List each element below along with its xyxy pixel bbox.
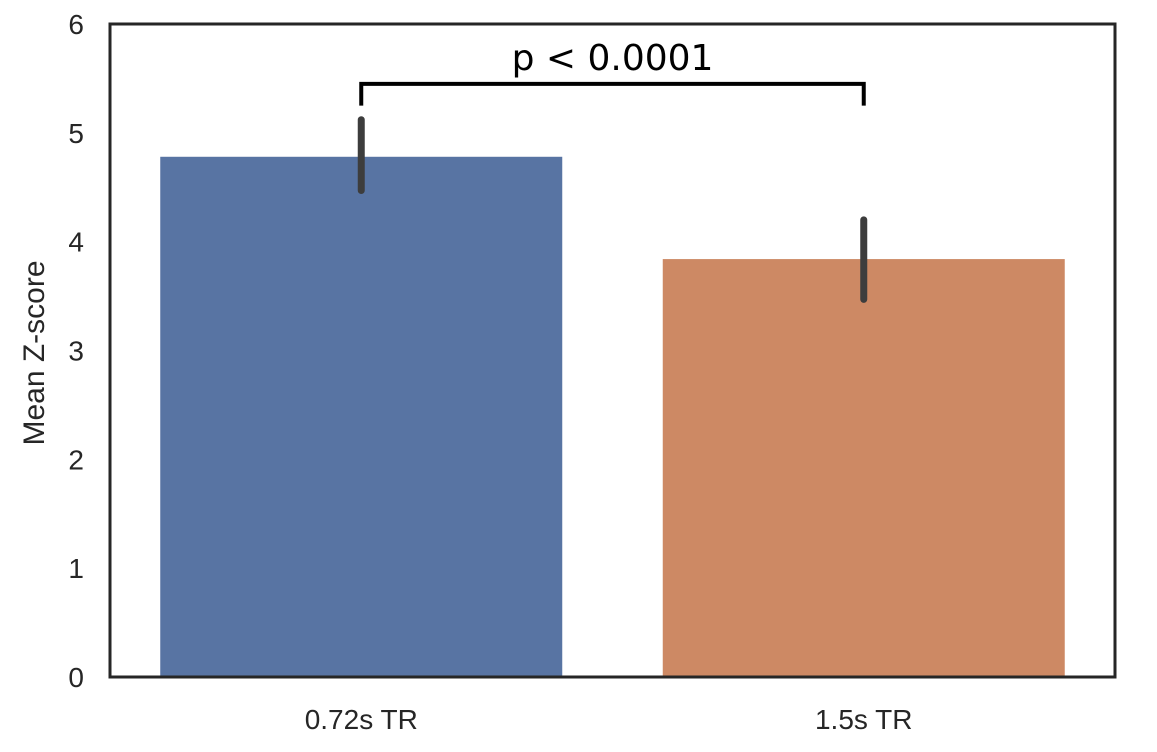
error-bars	[357, 116, 868, 303]
y-tick-label: 5	[68, 118, 84, 149]
bar	[662, 259, 1065, 677]
x-tick-label: 1.5s TR	[815, 704, 913, 735]
significance-annotation: p < 0.0001	[359, 38, 866, 106]
x-ticks: 0.72s TR 1.5s TR	[305, 704, 913, 735]
y-tick-label: 4	[68, 227, 84, 258]
y-tick-label: 1	[68, 553, 84, 584]
y-tick-label: 0	[68, 662, 84, 693]
x-tick-label: 0.72s TR	[305, 704, 418, 735]
y-tick-label: 3	[68, 336, 84, 367]
bars	[160, 156, 1065, 677]
y-axis-label: Mean Z-score	[18, 260, 51, 445]
bar	[160, 156, 563, 677]
significance-label: p < 0.0001	[512, 38, 714, 79]
significance-bracket	[359, 81, 866, 106]
y-tick-label: 2	[68, 444, 84, 475]
y-ticks: 0 1 2 3 4 5 6	[68, 9, 84, 693]
y-tick-label: 6	[68, 9, 84, 40]
plot-frame	[108, 22, 1117, 679]
